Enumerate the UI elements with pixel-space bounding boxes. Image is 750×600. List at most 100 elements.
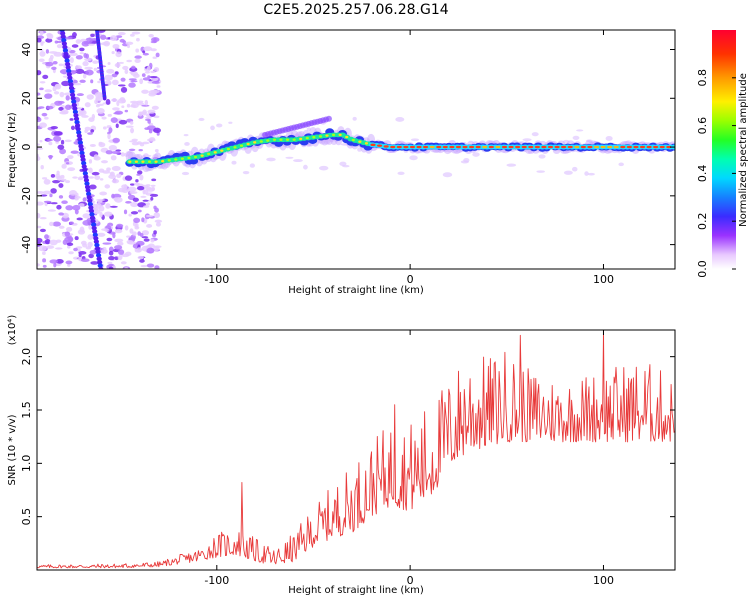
spectrogram-noise <box>135 48 140 53</box>
spectrogram-noise <box>56 204 62 210</box>
spectrogram-noise <box>153 127 161 133</box>
spectrogram-streak <box>88 205 94 210</box>
spectrogram-trace-core <box>528 145 534 149</box>
spectrogram-noise <box>139 233 144 237</box>
spectrogram-trace-core <box>613 145 619 149</box>
spectrogram-noise <box>51 66 57 71</box>
spectrogram-noise <box>131 142 140 146</box>
spectrogram-noise <box>37 237 43 244</box>
spectrogram-noise <box>141 230 150 236</box>
spectrogram-streak <box>87 201 93 207</box>
spectrogram-noise <box>91 37 98 42</box>
spectrogram-streak <box>74 119 80 125</box>
spectrogram-noise <box>522 138 532 142</box>
spectrogram-noise <box>37 143 40 146</box>
spectrogram-noise <box>152 246 160 252</box>
spectrogram-streak <box>76 133 82 139</box>
spectrogram-noise <box>42 62 46 65</box>
spectrogram-noise <box>151 186 156 192</box>
spectrogram-noise <box>137 255 144 260</box>
spectrogram-trace-core <box>312 136 316 139</box>
spectrogram-trace-core <box>220 149 224 152</box>
spectrogram-noise <box>125 125 134 128</box>
spectrogram-streak <box>88 208 95 214</box>
spectrogram-noise <box>64 231 71 237</box>
spectrogram-noise <box>116 173 122 179</box>
spectrogram-noise <box>538 154 546 159</box>
spectrogram-streak <box>70 96 76 101</box>
spectrogram-streak <box>75 126 81 132</box>
spectrogram-noise <box>506 163 517 167</box>
spectrogram-xlabel: Height of straight line (km) <box>288 285 424 296</box>
spectrogram-noise <box>249 163 256 168</box>
spectrogram-noise <box>37 92 41 96</box>
spectrogram-streak <box>62 44 68 50</box>
colorbar-tick-label: 0.6 <box>696 117 709 135</box>
spectrogram-noise <box>145 184 151 187</box>
spectrogram-streak <box>89 212 95 217</box>
spectrogram-noise <box>42 74 49 79</box>
spectrogram-noise <box>128 213 132 217</box>
spectrogram-noise <box>91 171 100 176</box>
spectrogram-streak <box>92 232 98 238</box>
spectrogram-streak <box>70 92 76 98</box>
spectrogram-noise <box>56 170 60 175</box>
spec-ytick-label: 0 <box>20 144 33 151</box>
spectrogram-noise <box>181 171 190 176</box>
spectrogram-noise <box>125 41 134 45</box>
spectrogram-noise <box>129 71 133 74</box>
spectrogram-streak <box>95 253 102 258</box>
spectrogram-noise <box>120 261 127 265</box>
spectrogram-noise <box>108 246 114 253</box>
spectrogram-trace-core <box>626 145 632 149</box>
spectrogram-noise <box>76 93 84 97</box>
spectrogram-branch <box>325 115 332 122</box>
snr-series-line <box>37 330 675 569</box>
spectrogram-trace-core <box>285 138 290 141</box>
spectrogram-noise <box>42 190 52 195</box>
spectrogram-noise <box>126 235 131 238</box>
spectrogram-noise <box>442 172 453 178</box>
snr-ytick-label: 2.0 <box>20 348 33 366</box>
spectrogram-streak <box>63 51 69 57</box>
spectrogram-noise <box>150 77 159 82</box>
spectrogram-noise <box>53 262 57 268</box>
spectrogram-streak <box>68 85 75 91</box>
spectrogram-streak <box>61 38 67 43</box>
spectrogram-trace-core <box>174 158 178 161</box>
spectrogram-noise <box>52 60 58 65</box>
spectrogram-noise <box>46 138 53 142</box>
spectrogram-noise <box>618 162 624 167</box>
spectrogram-noise <box>143 238 150 242</box>
spectrogram-noise <box>100 249 108 254</box>
spectrogram-noise <box>395 116 405 122</box>
spectrogram-noise <box>48 141 53 146</box>
spectrogram-noise <box>45 38 53 43</box>
spectrogram-streak <box>83 178 90 183</box>
spectrogram-noise <box>81 40 90 47</box>
spectrogram-trace-core <box>161 160 165 163</box>
spectrogram-noise <box>90 129 95 133</box>
spectrogram-noise <box>99 211 103 218</box>
spectrogram-trace-core <box>226 147 230 151</box>
spectrogram-trace-core <box>462 145 468 149</box>
spectrogram-noise <box>60 139 65 145</box>
spectrogram-noise <box>39 81 46 84</box>
spectrogram-noise <box>129 121 134 125</box>
spectrogram-noise <box>141 89 149 94</box>
spectrogram-noise <box>69 118 74 121</box>
spectrogram-noise <box>80 258 90 263</box>
spectrogram-noise <box>88 43 96 46</box>
spectrogram-noise <box>136 173 141 176</box>
spectrogram-axes: -100 0 100 -40 -20 0 20 40 <box>20 30 675 286</box>
spectrogram-trace-core <box>266 139 270 142</box>
spectrogram-noise <box>53 91 60 95</box>
colorbar-label: Normalized spectral amplitude <box>738 73 749 227</box>
colorbar-tick-label: 0.4 <box>696 165 709 183</box>
spectrogram-trace-core <box>187 156 191 160</box>
spectrogram-noise <box>153 230 157 235</box>
spectrogram-trace-core <box>128 160 132 163</box>
spectrogram-noise <box>82 197 87 202</box>
spectrogram-streak <box>93 236 99 241</box>
spectrogram-streak <box>78 147 85 152</box>
